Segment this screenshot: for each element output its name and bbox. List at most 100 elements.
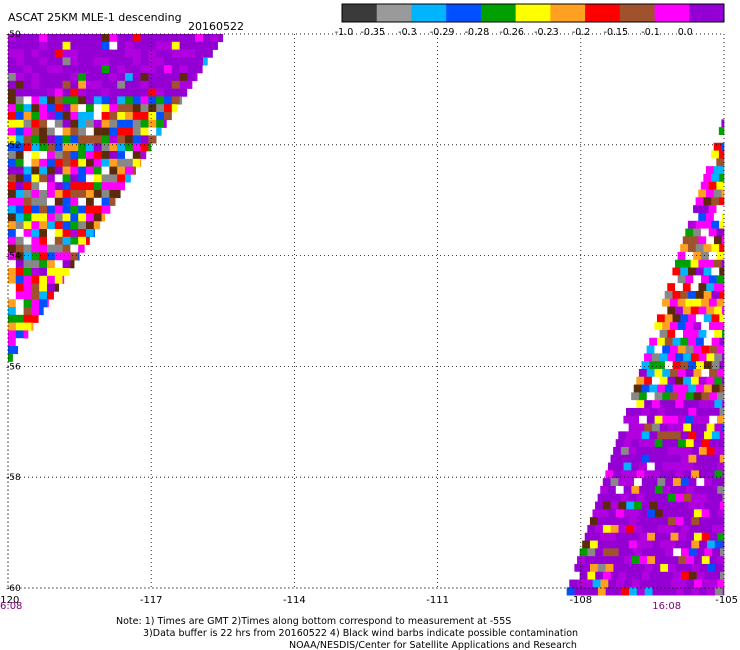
plot-frame xyxy=(7,33,725,589)
data-pixel xyxy=(631,532,640,541)
data-pixel xyxy=(685,228,694,237)
data-pixel xyxy=(636,587,645,596)
data-pixel xyxy=(132,104,141,113)
data-pixel xyxy=(54,236,63,245)
data-pixel xyxy=(54,283,60,292)
data-pixel xyxy=(690,306,699,315)
data-pixel xyxy=(47,299,49,308)
data-pixel xyxy=(587,571,596,580)
data-pixel xyxy=(719,501,725,510)
data-pixel xyxy=(132,34,141,43)
data-pixel xyxy=(78,190,87,199)
data-pixel xyxy=(78,112,87,121)
data-pixel xyxy=(109,65,118,74)
data-pixel xyxy=(711,290,720,300)
data-pixel xyxy=(675,540,684,549)
data-pixel xyxy=(31,268,40,277)
data-pixel xyxy=(8,96,17,105)
data-pixel xyxy=(721,166,725,175)
data-pixel xyxy=(86,143,95,152)
data-pixel xyxy=(649,524,658,534)
data-pixel xyxy=(644,423,653,432)
data-pixel xyxy=(656,314,666,323)
data-pixel xyxy=(164,34,173,43)
data-pixel xyxy=(688,407,697,417)
data-pixel xyxy=(711,173,720,183)
data-pixel xyxy=(39,80,48,89)
data-pixel xyxy=(164,80,173,89)
data-pixel xyxy=(691,517,700,526)
data-pixel xyxy=(39,135,48,144)
data-pixel xyxy=(62,229,71,238)
data-pixel xyxy=(8,236,17,245)
data-pixel xyxy=(677,368,686,378)
data-pixel xyxy=(690,259,699,268)
data-pixel xyxy=(179,57,188,66)
data-pixel xyxy=(701,392,710,401)
data-pixel xyxy=(621,540,630,549)
data-pixel xyxy=(613,470,622,479)
data-pixel xyxy=(607,462,617,471)
data-pixel xyxy=(15,221,24,230)
data-pixel xyxy=(600,556,609,565)
data-pixel xyxy=(31,275,40,284)
data-pixel xyxy=(31,135,40,144)
data-pixel xyxy=(682,259,691,268)
data-pixel xyxy=(592,579,601,588)
data-pixel xyxy=(125,80,134,89)
data-pixel xyxy=(713,142,722,151)
data-pixel xyxy=(179,49,188,58)
data-pixel xyxy=(125,127,134,136)
data-pixel xyxy=(109,119,118,128)
data-pixel xyxy=(680,290,689,300)
data-pixel xyxy=(605,540,614,549)
data-pixel xyxy=(86,205,95,214)
data-pixel xyxy=(631,579,640,588)
data-pixel xyxy=(8,322,17,331)
data-pixel xyxy=(62,119,71,128)
data-pixel xyxy=(706,446,715,456)
data-pixel xyxy=(701,322,710,331)
data-pixel xyxy=(148,34,157,43)
data-pixel xyxy=(31,127,40,136)
data-pixel xyxy=(78,221,87,230)
data-pixel xyxy=(78,57,87,66)
data-pixel xyxy=(15,182,24,191)
data-pixel xyxy=(589,540,599,549)
data-pixel xyxy=(101,213,106,222)
data-pixel xyxy=(15,49,24,58)
data-pixel xyxy=(62,112,71,121)
data-pixel xyxy=(582,587,591,596)
data-pixel xyxy=(600,509,609,518)
data-pixel xyxy=(62,275,65,284)
data-pixel xyxy=(62,244,71,253)
data-pixel xyxy=(714,259,723,268)
data-pixel xyxy=(70,127,79,136)
data-pixel xyxy=(569,579,578,588)
x-tick-label: -105 xyxy=(715,595,738,606)
data-pixel xyxy=(620,470,630,479)
data-pixel xyxy=(673,548,682,557)
data-pixel xyxy=(210,49,213,58)
data-pixel xyxy=(667,446,676,456)
data-pixel xyxy=(156,73,165,82)
data-pixel xyxy=(70,205,79,214)
data-pixel xyxy=(698,236,707,245)
data-pixel xyxy=(8,205,17,214)
data-pixel xyxy=(31,158,40,167)
data-pixel xyxy=(683,493,692,502)
data-pixel xyxy=(101,96,110,105)
data-pixel xyxy=(670,579,679,588)
data-pixel xyxy=(39,221,48,230)
data-pixel xyxy=(39,252,48,261)
data-pixel xyxy=(662,439,671,448)
data-pixel xyxy=(156,119,165,128)
colorbar-label: -0.23 xyxy=(534,27,559,38)
data-pixel xyxy=(132,135,141,144)
data-pixel xyxy=(711,361,720,370)
data-pixel xyxy=(140,143,149,152)
data-pixel xyxy=(101,112,110,121)
data-pixel xyxy=(657,431,666,440)
data-pixel xyxy=(39,34,48,43)
data-pixel xyxy=(639,579,648,588)
